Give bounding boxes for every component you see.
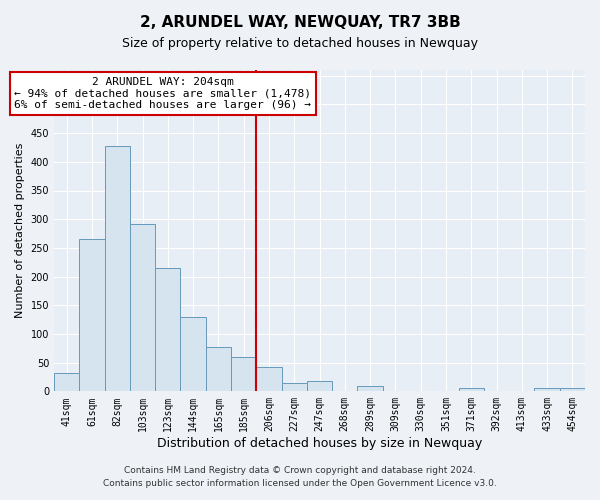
Bar bbox=[54, 373, 79, 392]
Bar bbox=[104, 146, 130, 392]
Text: 2 ARUNDEL WAY: 204sqm
← 94% of detached houses are smaller (1,478)
6% of semi-de: 2 ARUNDEL WAY: 204sqm ← 94% of detached … bbox=[14, 77, 311, 110]
Bar bbox=[130, 224, 155, 392]
Bar bbox=[307, 381, 332, 392]
Text: 2, ARUNDEL WAY, NEWQUAY, TR7 3BB: 2, ARUNDEL WAY, NEWQUAY, TR7 3BB bbox=[140, 15, 460, 30]
Bar bbox=[560, 388, 585, 392]
Bar bbox=[79, 240, 104, 392]
Bar bbox=[181, 316, 206, 392]
Y-axis label: Number of detached properties: Number of detached properties bbox=[15, 143, 25, 318]
X-axis label: Distribution of detached houses by size in Newquay: Distribution of detached houses by size … bbox=[157, 437, 482, 450]
Bar bbox=[358, 386, 383, 392]
Bar bbox=[535, 388, 560, 392]
Bar bbox=[458, 388, 484, 392]
Bar bbox=[206, 347, 231, 392]
Bar bbox=[256, 367, 281, 392]
Bar bbox=[281, 382, 307, 392]
Text: Size of property relative to detached houses in Newquay: Size of property relative to detached ho… bbox=[122, 38, 478, 51]
Text: Contains HM Land Registry data © Crown copyright and database right 2024.
Contai: Contains HM Land Registry data © Crown c… bbox=[103, 466, 497, 487]
Bar bbox=[231, 357, 256, 392]
Bar bbox=[155, 268, 181, 392]
